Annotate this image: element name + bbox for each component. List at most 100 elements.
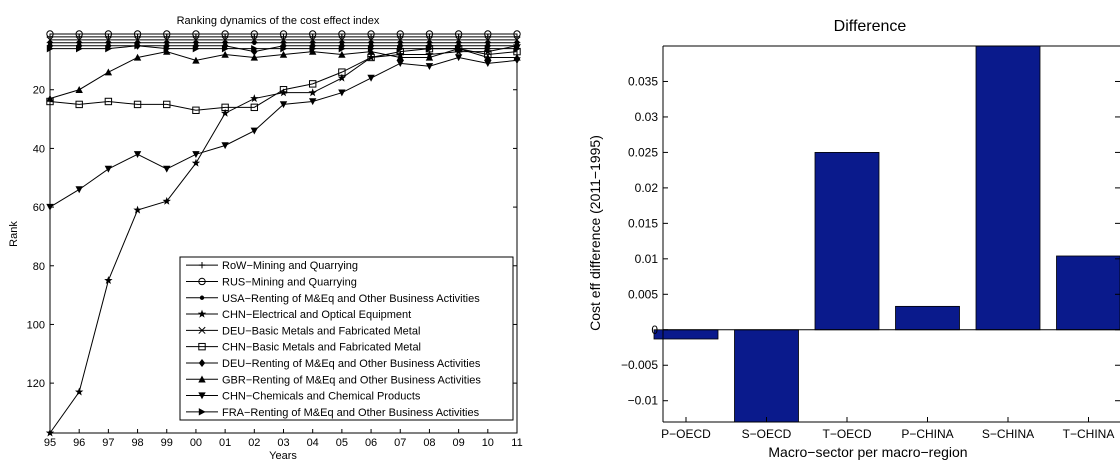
chart2-bar (653, 329, 719, 340)
chart1-data-point (133, 151, 142, 158)
chart1-data-point (75, 44, 83, 53)
chart2-x-tick-label: P−OECD (661, 427, 711, 441)
chart1-data-point (338, 68, 346, 76)
chart1-data-point (221, 103, 229, 112)
chart1-data-point (221, 30, 229, 38)
chart1-legend-label: GBR−Renting of M&Eq and Other Business A… (222, 374, 481, 386)
chart1-data-point (250, 103, 259, 112)
chart2-bar (734, 329, 799, 423)
chart1-data-point (308, 30, 317, 38)
chart1-data-point (192, 36, 200, 44)
chart1-data-point (75, 30, 83, 38)
chart1-legend-entry: FRA−Renting of M&Eq and Other Business A… (186, 407, 480, 419)
chart1-x-tick-label: 00 (190, 437, 202, 449)
chart1-series-10 (46, 42, 521, 53)
chart1-data-point (454, 30, 463, 38)
chart1-x-ticks: 95 96 97 98 99 00 01 02 03 04 05 06 07 08 09 10 11 (44, 34, 523, 449)
chart1-data-point (397, 44, 404, 53)
chart1-data-point (221, 142, 229, 150)
chart1-y-tick-label: 20 (33, 85, 45, 97)
chart1-data-point (280, 44, 288, 53)
chart1-data-point (455, 36, 463, 44)
chart1-data-point (75, 186, 83, 194)
chart1-data-point (104, 30, 113, 38)
chart1-data-point (191, 158, 201, 167)
chart1-x-tick-label: 95 (44, 437, 56, 449)
chart2-y-tick-label: −0.01 (628, 394, 659, 408)
chart2-y-tick-label: 0.015 (628, 216, 658, 230)
chart1-data-point (484, 36, 492, 44)
chart1-data-point (513, 57, 521, 65)
legend-marker-sample (198, 342, 206, 351)
chart1-legend-label: RUS−Mining and Quarrying (222, 276, 357, 288)
chart1-data-point (279, 36, 288, 44)
chart1-legend: RoW−Mining and Quarrying RUS−Mining and Q… (179, 256, 514, 421)
chart1-y-tick-label: 60 (33, 202, 45, 214)
chart1-data-point (221, 41, 229, 50)
difference-bar-chart: Difference −0.01 −0.005 0 0.005 0.01 0.015 0.0… (587, 18, 1120, 460)
chart2-bar (1056, 255, 1120, 331)
chart1-series-5 (46, 36, 521, 44)
chart1-data-point (250, 94, 259, 103)
chart1-data-point (133, 30, 142, 38)
chart2-y-tick-label: 0.03 (635, 110, 659, 124)
chart1-data-point (425, 53, 434, 61)
chart1-x-tick-label: 04 (307, 437, 319, 449)
chart1-x-tick-label: 03 (277, 437, 289, 449)
chart1-data-point (279, 86, 288, 94)
legend-marker-sample (198, 375, 206, 383)
chart1-x-tick-label: 99 (161, 437, 173, 449)
chart1-data-point (163, 30, 171, 38)
chart2-y-tick-label: 0.02 (635, 181, 659, 195)
chart1-x-tick-label: 97 (102, 437, 114, 449)
chart1-data-point (46, 36, 54, 44)
chart1-data-point (163, 44, 171, 53)
chart1-data-point (133, 53, 142, 61)
chart1-data-point (367, 47, 375, 55)
chart1-x-tick-label: 07 (394, 437, 406, 449)
chart1-data-point (134, 42, 142, 50)
chart1-data-point (396, 30, 404, 38)
chart1-series-9 (46, 54, 521, 211)
chart1-data-point (396, 36, 404, 44)
chart1-data-point (250, 36, 258, 44)
chart1-data-point (163, 36, 171, 44)
chart1-data-point (308, 98, 317, 106)
chart1-data-point (75, 387, 84, 396)
chart2-y-label: Cost eff difference (2011−1995) (587, 135, 603, 331)
chart1-data-point (455, 44, 463, 53)
chart1-x-tick-label: 11 (511, 437, 522, 449)
chart2-y-tick-label: 0.01 (635, 252, 659, 266)
chart1-legend-entry: CHN−Basic Metals and Fabricated Metal (186, 342, 421, 354)
chart1-data-point (513, 44, 521, 53)
chart1-x-tick-label: 10 (482, 437, 494, 449)
chart1-x-label: Years (269, 450, 297, 462)
chart1-data-point (308, 88, 317, 97)
chart1-series-2 (46, 30, 521, 38)
chart1-data-point (192, 44, 200, 53)
chart1-title: Ranking dynamics of the cost effect inde… (177, 15, 380, 27)
chart2-x-tick-label: S−OECD (742, 427, 792, 441)
chart1-data-point (367, 44, 375, 53)
chart1-data-point (104, 36, 112, 44)
chart1-data-point (133, 100, 142, 109)
chart1-data-point (396, 60, 404, 68)
chart1-data-point (163, 41, 170, 50)
chart2-x-tick-label: S−CHINA (982, 427, 1034, 441)
chart1-legend-entry: DEU−Basic Metals and Fabricated Metal (186, 325, 420, 337)
chart1-data-point (425, 36, 433, 44)
chart1-data-point (162, 196, 171, 205)
chart1-legend-label: CHN−Chemicals and Chemical Products (222, 391, 421, 403)
chart1-data-point (46, 94, 54, 102)
chart1-data-point (513, 30, 521, 38)
chart1-data-point (75, 86, 83, 93)
chart1-x-tick-label: 98 (131, 437, 143, 449)
chart1-legend-entry: CHN−Electrical and Optical Equipment (186, 309, 411, 321)
chart2-x-tick-label: T−CHINA (1063, 427, 1115, 441)
chart1-y-tick-label: 40 (33, 143, 45, 155)
chart1-data-point (192, 41, 200, 50)
chart1-data-point (163, 165, 171, 173)
chart1-y-ticks: 20 40 60 80 100 120 (27, 85, 517, 390)
chart1-x-tick-label: 06 (365, 437, 377, 449)
